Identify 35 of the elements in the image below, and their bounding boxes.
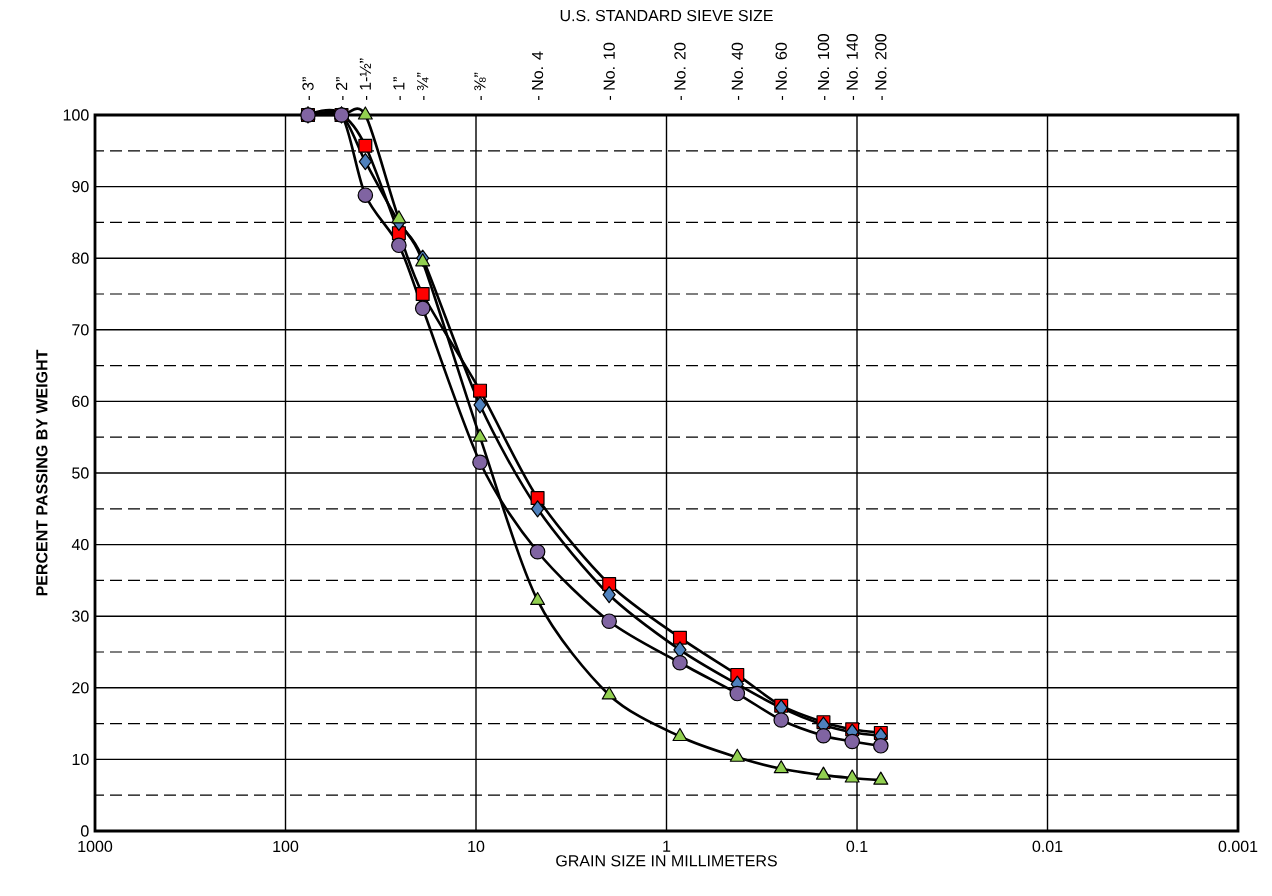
text: - No. 4 [532, 51, 544, 100]
text: - No. 140 [846, 33, 858, 100]
y-tick-label: 20 [72, 682, 89, 694]
text: - No. 20 [674, 42, 686, 100]
y-tick-label: 0 [81, 825, 89, 837]
x-tick-label: 0.01 [1032, 840, 1063, 853]
y-tick-label: 60 [72, 395, 89, 408]
text: - No. 100 [817, 33, 830, 100]
text: - 3” [302, 77, 314, 100]
text: - ⅜” [474, 72, 486, 100]
y-tick-label: 10 [72, 753, 89, 766]
y-tick-label: 40 [71, 538, 89, 551]
x-tick-label: 1000 [78, 840, 113, 853]
y-tick-label: 30 [72, 610, 89, 622]
text: - ¾” [417, 72, 429, 100]
y-tick-label: 100 [63, 109, 89, 121]
x-tick-label: 0.001 [1218, 840, 1258, 853]
x-tick-label: 10 [468, 840, 485, 853]
x-tick-label: 0.1 [846, 840, 868, 853]
text: - 1” [393, 77, 405, 100]
text: - 2” [335, 77, 348, 100]
y-tick-label: 80 [72, 252, 89, 264]
y-tick-label: 70 [72, 324, 89, 336]
y-tick-label: 50 [72, 467, 89, 479]
text: - 1-½” [359, 58, 371, 100]
text: - No. 10 [603, 42, 615, 100]
y-tick-label: 90 [72, 180, 89, 193]
x-tick-label: 100 [273, 840, 299, 853]
x-tick-label: 1 [663, 840, 671, 852]
text: - No. 200 [875, 33, 887, 100]
text: - No. 60 [775, 42, 787, 100]
text: - No. 40 [731, 42, 743, 100]
x2-axis-title: U.S. STANDARD SIEVE SIZE [560, 9, 773, 22]
x-axis-title: GRAIN SIZE IN MILLIMETERS [556, 855, 777, 867]
y-axis-title: PERCENT PASSING BY WEIGHT [36, 349, 48, 596]
